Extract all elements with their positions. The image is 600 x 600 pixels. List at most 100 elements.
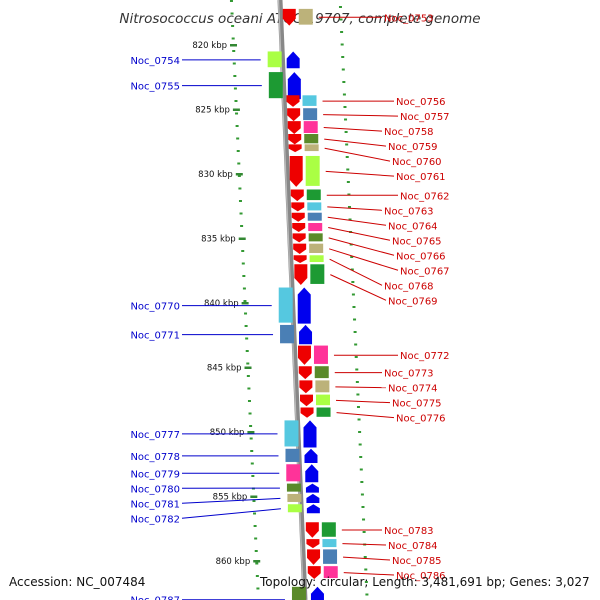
scale-tick-label: 835 kbp bbox=[201, 235, 236, 245]
scale-dot-right bbox=[338, 6, 342, 8]
scale-dot-right bbox=[356, 393, 360, 396]
gene-band bbox=[315, 380, 330, 393]
gene-label[interactable]: Noc_0780 bbox=[130, 484, 180, 495]
gene-arrow bbox=[297, 287, 311, 324]
gene-arrow bbox=[306, 504, 320, 514]
gene-label[interactable]: Noc_0781 bbox=[130, 499, 180, 510]
scale-tick-label: 860 kbp bbox=[216, 557, 251, 567]
gene-arrow bbox=[300, 407, 314, 418]
gene-leader-line bbox=[328, 227, 391, 241]
gene-noc-0778 bbox=[285, 448, 318, 463]
gene-arrow bbox=[286, 95, 300, 107]
gene-noc-0775 bbox=[299, 394, 330, 407]
scale-dot-left bbox=[232, 62, 236, 65]
scale-dot-left bbox=[252, 500, 256, 502]
gene-label[interactable]: Noc_0758 bbox=[384, 127, 434, 138]
gene-band bbox=[309, 243, 324, 253]
gene-label[interactable]: Noc_0764 bbox=[388, 221, 438, 232]
scale-dot-left bbox=[255, 575, 259, 577]
gene-label[interactable]: Noc_0778 bbox=[130, 452, 180, 463]
scale-dot-left bbox=[254, 537, 258, 540]
gene-label[interactable]: Noc_0760 bbox=[392, 157, 442, 168]
gene-label[interactable]: Noc_0775 bbox=[392, 399, 442, 410]
gene-band bbox=[267, 51, 282, 68]
gene-noc-0787 bbox=[291, 586, 324, 600]
gene-label[interactable]: Noc_0769 bbox=[388, 296, 438, 307]
gene-band bbox=[302, 95, 317, 106]
gene-label[interactable]: Noc_0771 bbox=[130, 331, 180, 342]
gene-label[interactable]: Noc_0772 bbox=[400, 351, 450, 362]
scale-dot-right bbox=[360, 493, 364, 496]
scale-dot-right bbox=[351, 293, 355, 296]
gene-label[interactable]: Noc_0784 bbox=[388, 541, 438, 552]
gene-label[interactable]: Noc_0759 bbox=[388, 142, 438, 153]
gene-label[interactable]: Noc_0756 bbox=[396, 97, 446, 108]
gene-arrow bbox=[307, 549, 321, 565]
gene-arrow bbox=[292, 233, 306, 243]
gene-label[interactable]: Noc_0782 bbox=[130, 514, 180, 525]
gene-arrow bbox=[297, 345, 311, 365]
scale-dot-left bbox=[241, 250, 245, 252]
gene-arrow bbox=[294, 264, 308, 285]
gene-band bbox=[306, 189, 321, 201]
scale-dot-left bbox=[236, 137, 240, 140]
gene-label[interactable]: Noc_0757 bbox=[400, 112, 450, 123]
scale-dot-right bbox=[356, 406, 360, 408]
gene-label[interactable]: Noc_0785 bbox=[392, 556, 442, 567]
gene-noc-0758 bbox=[287, 121, 318, 135]
scale-dot-right bbox=[348, 218, 352, 221]
gene-arrow bbox=[298, 366, 312, 380]
gene-noc-0768 bbox=[293, 255, 324, 264]
gene-arrow bbox=[286, 51, 300, 69]
scale-tick bbox=[241, 302, 249, 305]
scale-tick bbox=[232, 108, 240, 111]
gene-label[interactable]: Noc_0773 bbox=[384, 369, 434, 380]
scale-dot-left bbox=[235, 112, 239, 115]
gene-label[interactable]: Noc_0763 bbox=[384, 206, 434, 217]
scale-dot-left bbox=[229, 0, 233, 2]
gene-noc-0764 bbox=[291, 212, 322, 222]
topology-text: Topology: circular; Length: 3,481,691 bp… bbox=[259, 575, 590, 589]
scale-dot-right bbox=[350, 268, 354, 271]
scale-dot-right bbox=[354, 356, 358, 358]
gene-label[interactable]: Noc_0776 bbox=[396, 414, 446, 425]
scale-tick bbox=[235, 173, 243, 176]
gene-arrow bbox=[292, 223, 306, 233]
scale-dot-right bbox=[341, 68, 345, 71]
gene-label[interactable]: Noc_0777 bbox=[130, 430, 180, 441]
gene-label[interactable]: Noc_0754 bbox=[130, 56, 180, 67]
scale-dot-left bbox=[238, 187, 242, 190]
gene-label[interactable]: Noc_0755 bbox=[130, 82, 180, 93]
gene-noc-0762 bbox=[290, 189, 321, 202]
gene-label[interactable]: Noc_0770 bbox=[130, 302, 180, 313]
gene-arrow bbox=[287, 72, 301, 100]
gene-arrow bbox=[303, 420, 317, 448]
gene-label[interactable]: Noc_0761 bbox=[396, 172, 446, 183]
gene-label[interactable]: Noc_0762 bbox=[400, 191, 450, 202]
gene-label[interactable]: Noc_0774 bbox=[388, 384, 438, 395]
gene-label[interactable]: Noc_0787 bbox=[130, 596, 180, 600]
scale-dot-left bbox=[237, 175, 241, 177]
scale-dot-right bbox=[353, 318, 357, 321]
gene-label[interactable]: Noc_0753 bbox=[384, 13, 434, 24]
scale-dot-right bbox=[342, 81, 346, 83]
gene-label[interactable]: Noc_0766 bbox=[396, 251, 446, 262]
gene-band bbox=[308, 223, 323, 232]
accession-text: Accession: NC_007484 bbox=[9, 575, 145, 589]
gene-label[interactable]: Noc_0783 bbox=[384, 526, 434, 537]
gene-noc-0776 bbox=[300, 407, 331, 418]
gene-label[interactable]: Noc_0765 bbox=[392, 236, 442, 247]
gene-label[interactable]: Noc_0786 bbox=[396, 571, 446, 582]
gene-arrow bbox=[304, 448, 318, 463]
gene-label[interactable]: Noc_0767 bbox=[400, 266, 450, 277]
scale-dot-right bbox=[355, 368, 359, 371]
gene-label[interactable]: Noc_0768 bbox=[384, 281, 434, 292]
scale-dot-right bbox=[358, 431, 362, 433]
gene-leader-line bbox=[336, 412, 395, 419]
gene-leader-line bbox=[181, 497, 281, 504]
gene-arrow bbox=[305, 464, 319, 483]
gene-band bbox=[303, 121, 318, 134]
gene-band bbox=[321, 522, 336, 537]
scale-dot-left bbox=[238, 200, 242, 202]
gene-label[interactable]: Noc_0779 bbox=[130, 469, 180, 480]
